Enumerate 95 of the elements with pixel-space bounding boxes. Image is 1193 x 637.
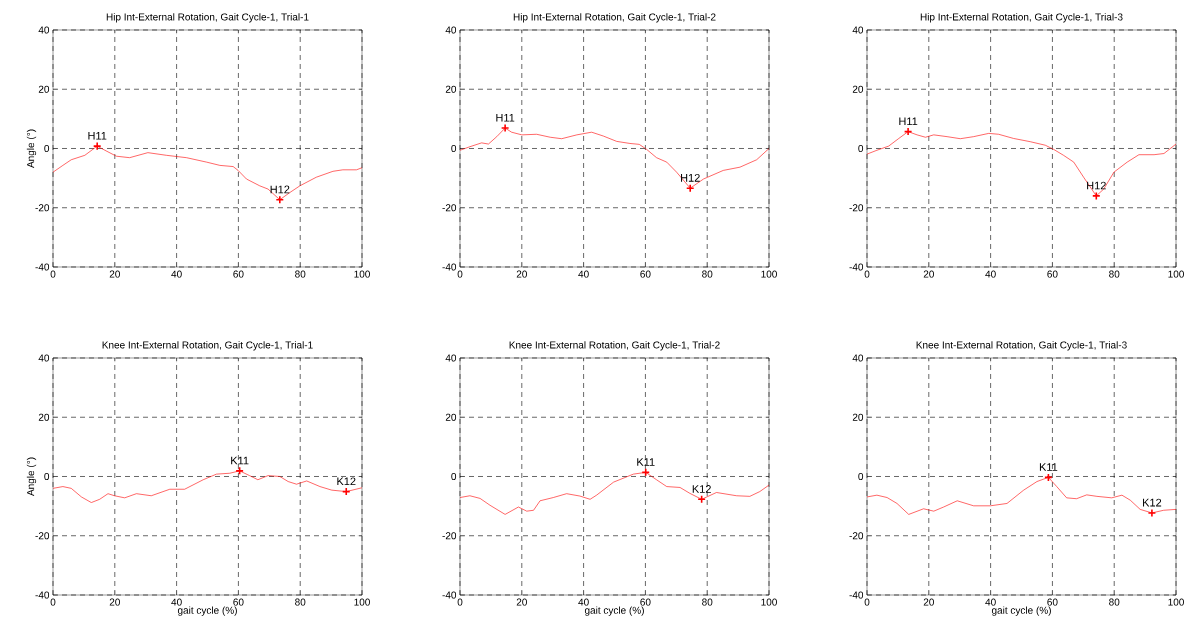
x-tick-label: 0: [457, 270, 463, 278]
x-tick-label: 80: [702, 598, 713, 606]
x-tick-label: 0: [457, 598, 463, 606]
x-tick-label: 100: [761, 598, 777, 606]
y-tick-label: -40: [442, 591, 457, 599]
annotation: H11: [496, 113, 515, 122]
x-axis-title: gait cycle (%): [177, 606, 237, 616]
x-tick-label: 40: [171, 270, 182, 278]
y-tick-label: 20: [38, 413, 50, 421]
line-series: [867, 477, 1177, 515]
x-tick-label: 40: [578, 598, 589, 606]
y-tick-label: -40: [35, 263, 50, 271]
y-tick-label: -40: [35, 591, 50, 599]
y-tick-label: 40: [38, 354, 50, 362]
y-tick-label: 0: [451, 472, 457, 481]
x-tick-label: 0: [864, 598, 870, 606]
x-tick-label: 40: [985, 270, 996, 278]
line-series: [867, 131, 1177, 197]
annotation: H12: [1087, 181, 1106, 190]
y-axis-title: Angle (°): [26, 457, 37, 496]
x-tick-label: 100: [354, 598, 370, 606]
annotation: K11: [1039, 463, 1058, 471]
y-tick-label: 0: [858, 472, 864, 481]
x-axis-title: gait cycle (%): [991, 606, 1051, 616]
y-tick-label: -20: [35, 204, 50, 212]
y-axis-title: Angle (°): [26, 129, 37, 168]
annotation: H12: [270, 185, 290, 194]
y-tick-label: -20: [35, 532, 50, 540]
chart-title: Hip Int-External Rotation, Gait Cycle-1, Trial-1: [106, 13, 309, 23]
chart-title: Knee Int-External Rotation, Gait Cycle-1, Trial-3: [916, 341, 1127, 351]
chart-title: Hip Int-External Rotation, Gait Cycle-1, Trial-3: [920, 13, 1123, 23]
y-tick-label: 0: [44, 472, 50, 481]
x-tick-label: 80: [702, 270, 713, 278]
x-tick-label: 20: [109, 270, 120, 278]
y-tick-label: 40: [38, 26, 50, 34]
x-tick-label: 60: [1047, 598, 1058, 606]
x-tick-label: 0: [50, 598, 56, 606]
line-series: [53, 145, 363, 201]
y-tick-label: 0: [858, 144, 864, 153]
x-tick-label: 20: [923, 270, 934, 278]
x-tick-label: 60: [640, 598, 651, 606]
x-tick-label: 100: [761, 270, 777, 278]
x-tick-label: 100: [1168, 598, 1184, 606]
x-tick-label: 40: [578, 270, 589, 278]
annotation: K12: [337, 477, 356, 486]
line-series: [460, 127, 770, 189]
y-tick-label: 20: [852, 85, 864, 93]
x-tick-label: 20: [923, 598, 934, 606]
x-tick-label: 80: [295, 270, 306, 278]
x-tick-label: 100: [354, 270, 370, 278]
chart-title: Knee Int-External Rotation, Gait Cycle-1, Trial-1: [102, 341, 313, 351]
x-tick-label: 80: [1109, 270, 1120, 278]
y-tick-label: -20: [442, 532, 457, 540]
annotation: K12: [692, 485, 711, 493]
x-tick-label: 0: [50, 270, 56, 278]
line-series: [53, 470, 363, 503]
x-tick-label: 80: [295, 598, 306, 606]
x-tick-label: 0: [864, 270, 870, 278]
annotation: H11: [88, 132, 107, 140]
x-axis-title: gait cycle (%): [584, 606, 644, 616]
x-tick-label: 60: [640, 270, 651, 278]
y-tick-label: 40: [445, 26, 457, 34]
y-tick-label: -20: [849, 532, 864, 540]
x-tick-label: 100: [1168, 270, 1184, 278]
y-tick-label: 40: [445, 354, 457, 362]
x-tick-label: 80: [1109, 598, 1120, 606]
x-tick-label: 20: [109, 598, 120, 606]
y-tick-label: -20: [442, 204, 457, 212]
x-tick-label: 40: [171, 598, 182, 606]
x-tick-label: 40: [985, 598, 996, 606]
line-series: [460, 472, 770, 515]
y-tick-label: -40: [442, 263, 457, 271]
x-tick-label: 20: [516, 598, 527, 606]
annotation: K11: [231, 456, 249, 465]
y-tick-label: 20: [38, 85, 50, 93]
y-tick-label: 40: [852, 354, 864, 362]
y-tick-label: 40: [852, 26, 864, 34]
y-tick-label: 0: [451, 144, 457, 153]
annotation: K11: [637, 458, 655, 466]
y-tick-label: 0: [44, 144, 50, 153]
chart-title: Hip Int-External Rotation, Gait Cycle-1, Trial-2: [513, 13, 716, 23]
x-tick-label: 60: [233, 270, 244, 278]
y-tick-label: 20: [445, 85, 457, 93]
annotation: H12: [681, 173, 700, 182]
y-tick-label: -40: [849, 263, 864, 271]
annotation: H11: [899, 117, 918, 126]
y-tick-label: 20: [445, 413, 457, 421]
x-tick-label: 60: [1047, 270, 1058, 278]
y-tick-label: 20: [852, 413, 864, 421]
chart-title: Knee Int-External Rotation, Gait Cycle-1, Trial-2: [509, 341, 720, 351]
x-tick-label: 60: [233, 598, 244, 606]
y-tick-label: -40: [849, 591, 864, 599]
y-tick-label: -20: [849, 204, 864, 212]
x-tick-label: 20: [516, 270, 527, 278]
annotation: K12: [1143, 498, 1162, 507]
